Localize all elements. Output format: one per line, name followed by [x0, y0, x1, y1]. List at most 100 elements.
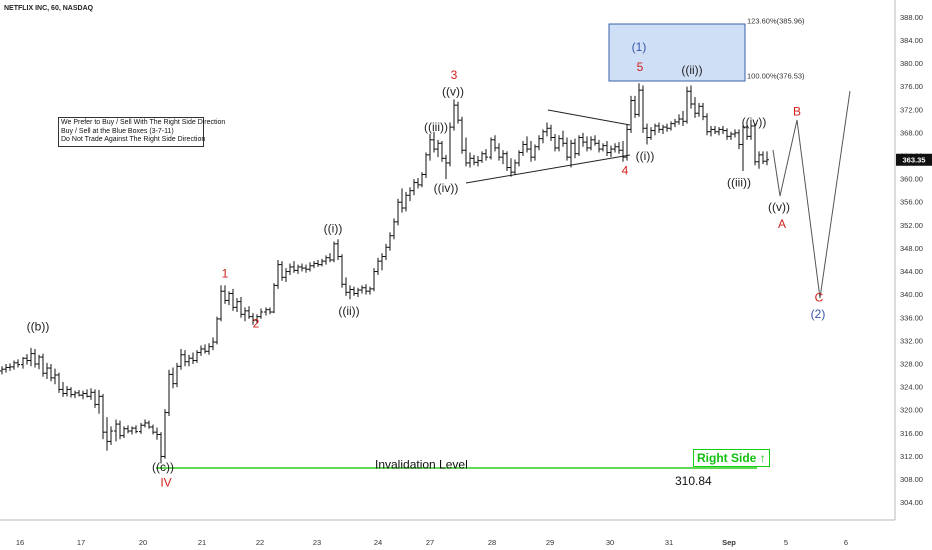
- candle: [392, 218, 396, 240]
- candle: [713, 125, 717, 135]
- candle: [73, 390, 77, 399]
- candle: [21, 357, 25, 369]
- candle: [621, 140, 625, 162]
- candle: [641, 85, 645, 133]
- candle: [593, 135, 597, 146]
- candle: [476, 156, 480, 167]
- y-tick-label: 380.00: [900, 59, 923, 68]
- candle: [336, 239, 340, 260]
- candle: [472, 154, 476, 166]
- candle: [304, 264, 308, 273]
- x-tick-label: 28: [488, 538, 496, 547]
- wave-label: ((iii)): [727, 176, 751, 190]
- right-side-text: Right Side: [697, 451, 757, 465]
- x-tick-label: 31: [665, 538, 673, 547]
- candle: [288, 263, 292, 276]
- candle: [561, 130, 565, 147]
- wave-label: A: [778, 217, 786, 231]
- candle: [12, 360, 16, 370]
- y-tick-label: 332.00: [900, 336, 923, 345]
- candle: [765, 151, 769, 166]
- candle: [705, 113, 709, 136]
- wave-label: ((ii)): [338, 304, 359, 318]
- candle: [211, 337, 215, 351]
- y-tick-label: 316.00: [900, 429, 923, 438]
- candle: [251, 313, 255, 325]
- candle: [105, 417, 109, 451]
- candle: [239, 296, 243, 318]
- candle: [324, 255, 328, 265]
- candle: [191, 352, 195, 364]
- candle: [480, 151, 484, 163]
- candle: [489, 137, 493, 160]
- candle: [565, 137, 569, 161]
- wave-label: B: [793, 105, 801, 119]
- candle: [601, 143, 605, 152]
- y-tick-label: 320.00: [900, 406, 923, 415]
- wave-label: ((i)): [324, 221, 343, 235]
- candle: [557, 135, 561, 152]
- projection-path: [772, 90, 851, 299]
- candle: [717, 127, 721, 136]
- candle: [753, 123, 757, 166]
- candle: [276, 260, 280, 289]
- candle: [360, 285, 364, 294]
- candles-group: [0, 83, 769, 464]
- candle: [400, 188, 404, 213]
- candle: [396, 198, 400, 226]
- y-tick-label: 368.00: [900, 128, 923, 137]
- candle: [328, 253, 332, 263]
- candle: [384, 243, 388, 260]
- candle: [163, 409, 167, 459]
- y-tick-label: 360.00: [900, 175, 923, 184]
- candle: [272, 283, 276, 314]
- fib-label-123: 123.60%(385.96): [747, 17, 805, 26]
- candle: [440, 140, 444, 162]
- wave-label: ((iii)): [424, 120, 448, 134]
- chart-title: NETFLIX INC, 60, NASDAQ: [4, 5, 94, 12]
- y-tick-label: 348.00: [900, 244, 923, 253]
- candle: [118, 420, 122, 440]
- candle: [761, 151, 765, 165]
- candle: [320, 258, 324, 267]
- candle: [57, 372, 61, 393]
- candle: [581, 132, 585, 147]
- candle: [183, 350, 187, 367]
- candle: [243, 307, 247, 322]
- candle: [223, 285, 227, 304]
- wave-label: 4: [622, 163, 629, 177]
- candle: [207, 343, 211, 355]
- candle: [312, 261, 316, 269]
- candle: [709, 125, 713, 137]
- x-tick-label: 21: [198, 538, 206, 547]
- candle: [300, 263, 304, 272]
- candle: [372, 268, 376, 292]
- candle: [685, 86, 689, 124]
- candle: [729, 131, 733, 140]
- wave-label: ((b)): [27, 319, 50, 333]
- candle: [247, 306, 251, 319]
- note-line-3: Do Not Trade Against The Right Side Dire…: [61, 136, 206, 144]
- x-tick-label: 24: [374, 538, 382, 547]
- candle: [529, 140, 533, 162]
- candle: [199, 345, 203, 356]
- triangle-lower-line: [465, 154, 631, 184]
- candle: [29, 347, 33, 367]
- candle: [49, 364, 53, 382]
- candle: [525, 136, 529, 153]
- x-tick-label: 17: [77, 538, 85, 547]
- wave-label: 3: [451, 68, 458, 82]
- y-tick-label: 356.00: [900, 198, 923, 207]
- candle: [613, 143, 617, 153]
- wave-label: (1): [632, 40, 647, 54]
- candle: [673, 119, 677, 128]
- candle: [513, 159, 517, 175]
- candle: [460, 116, 464, 154]
- candle: [633, 95, 637, 118]
- candle: [701, 102, 705, 121]
- candle: [0, 366, 4, 375]
- y-tick-label: 308.00: [900, 475, 923, 484]
- x-axis: 16 17 20 21 22 23 24 27 28 29 30 31 Sep 5 6: [16, 538, 848, 547]
- candle: [689, 85, 693, 109]
